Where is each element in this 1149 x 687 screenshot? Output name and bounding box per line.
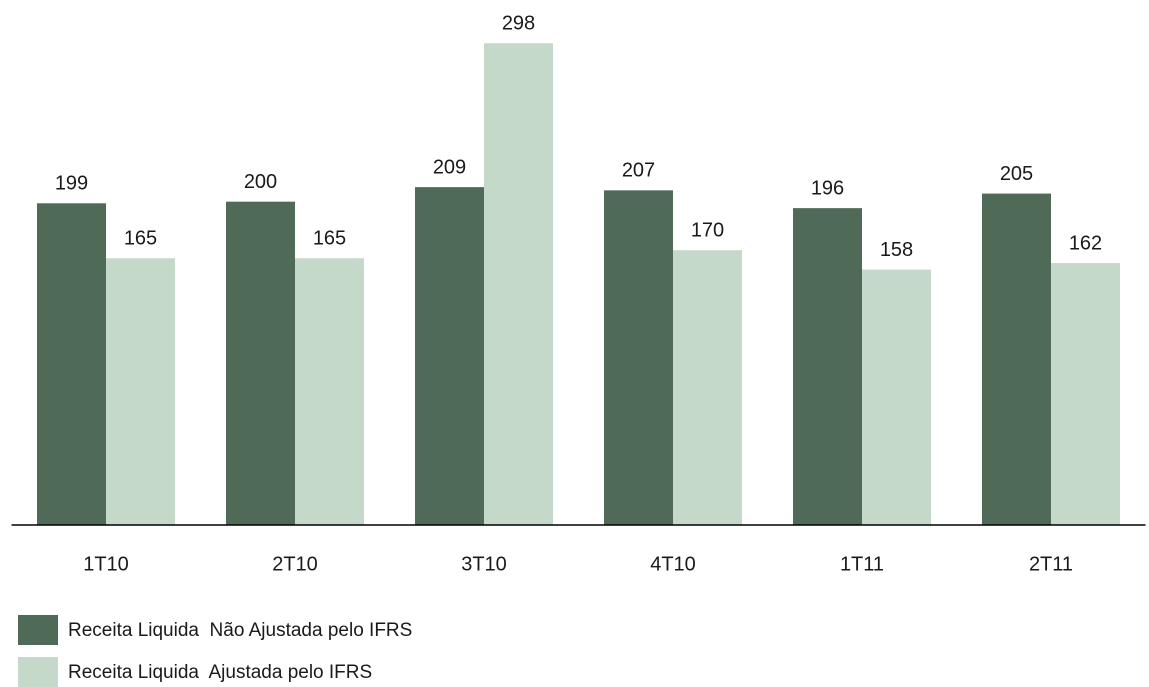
x-tick-label: 4T10 [650, 553, 696, 575]
bar [604, 190, 673, 525]
data-label: 209 [433, 156, 466, 178]
bar [673, 250, 742, 525]
x-tick-label: 1T11 [840, 553, 884, 575]
x-tick-label: 2T10 [272, 553, 318, 575]
bar [295, 258, 364, 525]
legend-swatch [18, 657, 58, 687]
bar [793, 208, 862, 525]
data-label: 158 [880, 239, 913, 261]
bar [415, 187, 484, 525]
bar [484, 43, 553, 525]
data-label: 170 [691, 219, 724, 241]
legend-label: Receita Liquida Não Ajustada pelo IFRS [68, 620, 412, 641]
bar [37, 203, 106, 526]
x-tick-label: 3T10 [461, 553, 507, 575]
legend-label: Receita Liquida Ajustada pelo IFRS [68, 662, 372, 683]
data-label: 298 [502, 13, 535, 35]
bar [982, 193, 1051, 526]
bar [862, 269, 931, 525]
data-label: 200 [244, 171, 277, 193]
legend-swatch [18, 615, 58, 645]
bar [106, 258, 175, 525]
data-label: 196 [811, 177, 844, 199]
bar [226, 201, 295, 525]
data-label: 205 [1000, 163, 1033, 185]
data-label: 199 [55, 173, 88, 195]
bar [1051, 263, 1120, 525]
data-label: 165 [124, 228, 157, 250]
x-tick-label: 2T11 [1029, 553, 1073, 575]
data-label: 162 [1069, 232, 1102, 254]
data-label: 207 [622, 160, 655, 182]
data-label: 165 [313, 228, 346, 250]
x-tick-label: 1T10 [83, 553, 129, 575]
